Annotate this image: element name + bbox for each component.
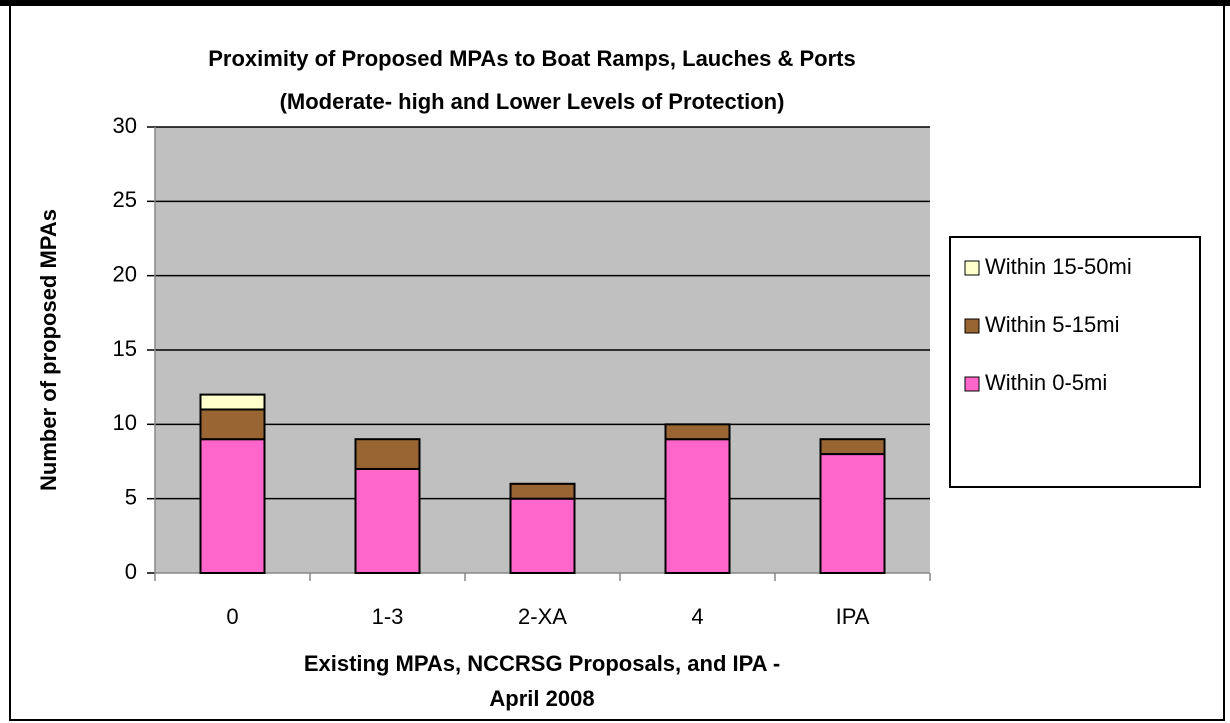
- bar-segment: [509, 497, 576, 574]
- legend-label: Within 5-15mi: [985, 312, 1119, 337]
- x-tick-label: 4: [691, 604, 703, 629]
- y-tick-label: 20: [113, 261, 137, 286]
- x-tick-label: 2-XA: [518, 604, 567, 629]
- y-tick-label: 30: [113, 113, 137, 138]
- legend-swatch: [964, 260, 980, 276]
- x-tick-label: 1-3: [372, 604, 404, 629]
- bar-segment: [199, 393, 266, 411]
- y-tick-label: 25: [113, 187, 137, 212]
- bar-segment: [664, 438, 731, 575]
- legend: [949, 236, 1201, 488]
- x-axis-title: April 2008: [489, 686, 594, 711]
- bar-segment: [664, 423, 731, 441]
- legend-swatch: [964, 318, 980, 334]
- y-axis-title: Number of proposed MPAs: [36, 209, 61, 491]
- legend-label: Within 0-5mi: [985, 370, 1107, 395]
- y-tick-label: 5: [125, 484, 137, 509]
- x-tick-label: 0: [226, 604, 238, 629]
- bar-segment: [354, 467, 421, 574]
- bar-segment: [819, 453, 886, 575]
- chart-title: Proximity of Proposed MPAs to Boat Ramps…: [208, 46, 856, 71]
- bar-segment: [199, 408, 266, 441]
- y-tick-label: 15: [113, 336, 137, 361]
- bar-segment: [199, 438, 266, 575]
- bar-segment: [354, 438, 421, 470]
- y-tick-label: 0: [125, 559, 137, 584]
- legend-label: Within 15-50mi: [985, 254, 1132, 279]
- chart-subtitle: (Moderate- high and Lower Levels of Prot…: [280, 89, 785, 114]
- bar-segment: [819, 438, 886, 456]
- y-tick-label: 10: [113, 410, 137, 435]
- x-tick-label: IPA: [836, 604, 870, 629]
- bar-segment: [509, 482, 576, 500]
- legend-swatch: [964, 376, 980, 392]
- x-axis-title: Existing MPAs, NCCRSG Proposals, and IPA…: [304, 651, 780, 676]
